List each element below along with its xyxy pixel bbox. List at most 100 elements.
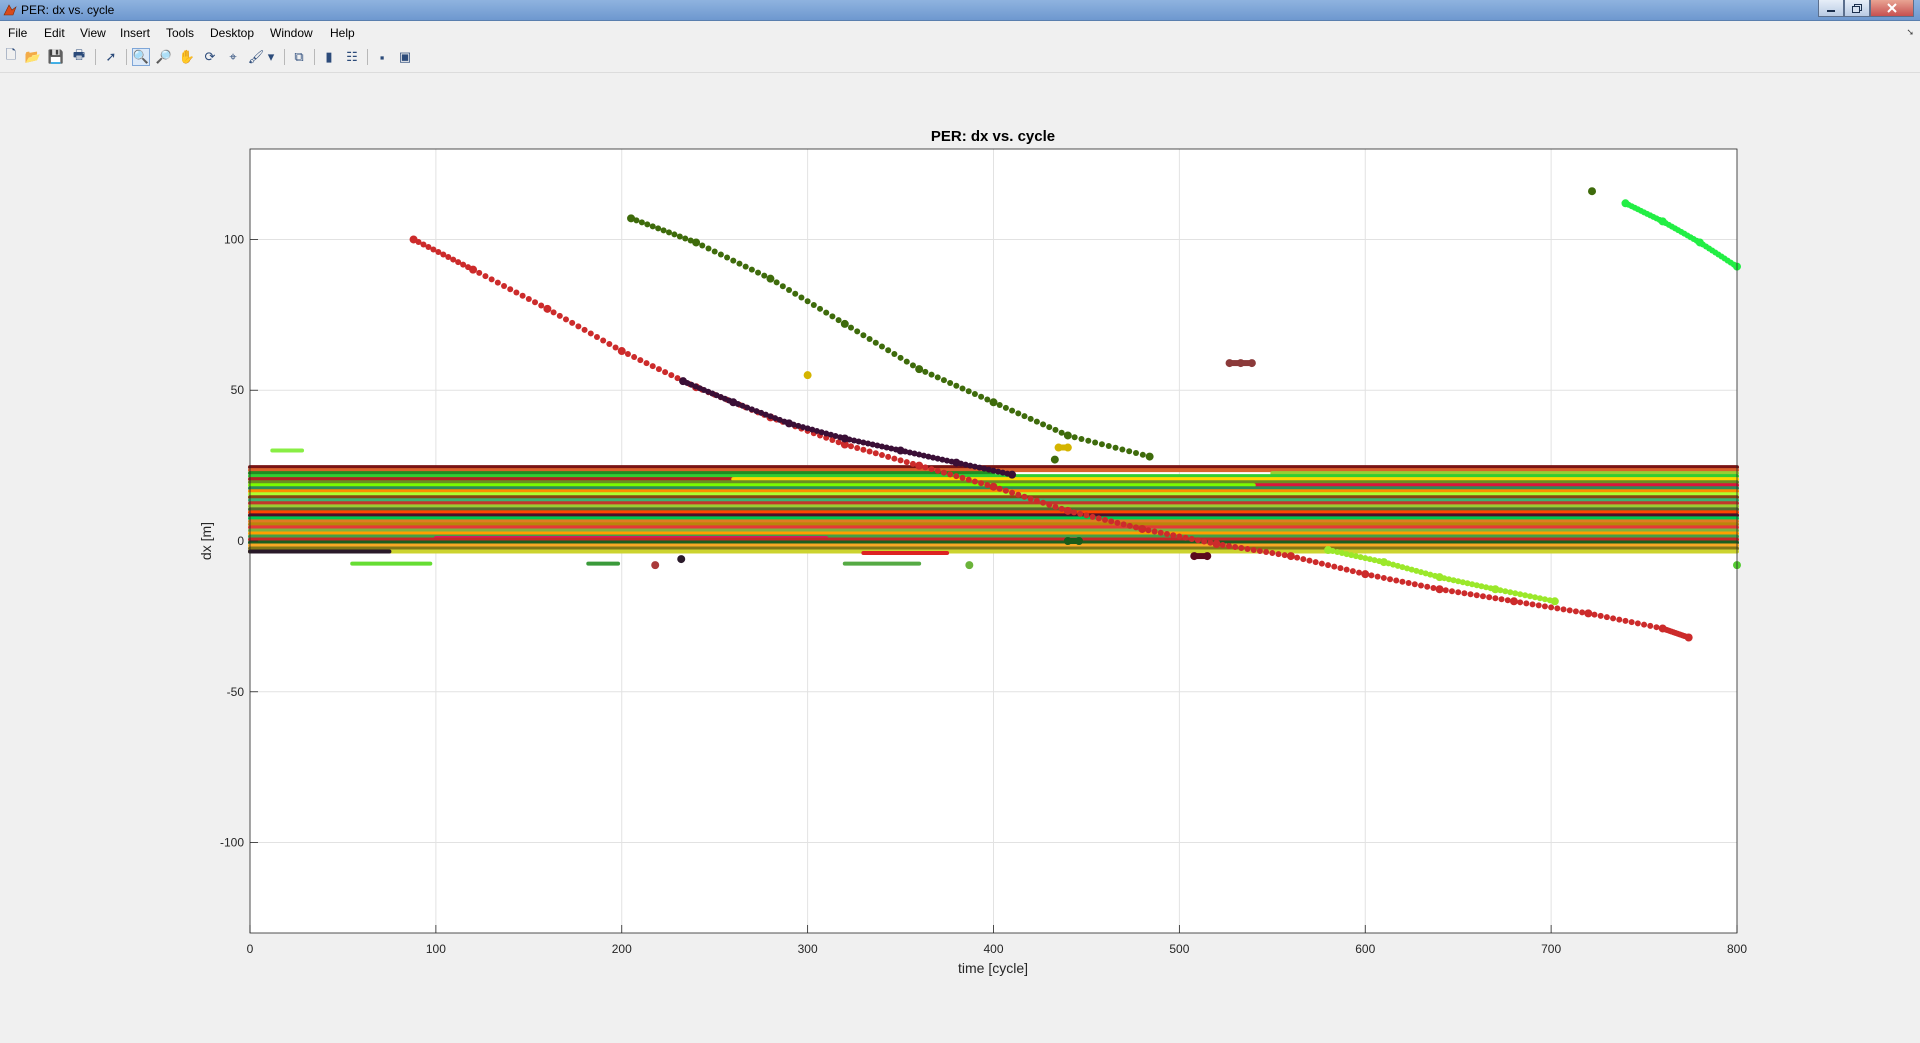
close-button[interactable] bbox=[1870, 0, 1914, 17]
restore-button[interactable] bbox=[1844, 0, 1870, 17]
minimize-icon bbox=[1827, 10, 1835, 12]
data-point bbox=[1479, 593, 1486, 600]
pan-hand-icon[interactable]: ✋ bbox=[178, 49, 196, 64]
menu-tools[interactable]: Tools bbox=[166, 26, 195, 40]
menu-view[interactable]: View bbox=[80, 26, 106, 40]
menu-window[interactable]: Window bbox=[270, 26, 313, 40]
y-tick-label: 0 bbox=[237, 534, 244, 548]
data-point bbox=[1194, 537, 1201, 544]
data-point bbox=[1120, 521, 1127, 528]
zoom-out-icon[interactable]: 🔎 bbox=[155, 49, 173, 64]
data-point bbox=[847, 443, 854, 450]
new-figure-icon[interactable]: 🗋 bbox=[5, 47, 17, 62]
x-axis-label: time [cycle] bbox=[958, 960, 1028, 976]
data-point bbox=[476, 269, 483, 276]
data-point bbox=[930, 454, 937, 461]
y-tick-label: 50 bbox=[231, 383, 245, 397]
figure-canvas: 0 100 200 300 400 500 600 700 800 -100 -50 0 50 100 … bbox=[0, 73, 1920, 1040]
print-icon[interactable]: 🖶 bbox=[72, 47, 86, 62]
y-tick-label: -100 bbox=[220, 836, 244, 850]
menu-desktop[interactable]: Desktop bbox=[210, 26, 255, 40]
menu-insert[interactable]: Insert bbox=[120, 26, 151, 40]
data-point bbox=[835, 439, 842, 446]
window-titlebar[interactable]: PER: dx vs. cycle bbox=[0, 0, 1920, 21]
data-point bbox=[869, 441, 876, 448]
brush-icon[interactable]: 🖌 bbox=[247, 49, 265, 64]
menu-edit[interactable]: Edit bbox=[44, 26, 65, 40]
edit-plot-arrow-icon[interactable]: ➚ bbox=[105, 49, 117, 64]
show-plot-tools-icon[interactable]: ▣ bbox=[398, 49, 412, 64]
y-tick-label: -50 bbox=[227, 685, 245, 699]
data-point bbox=[1532, 594, 1539, 601]
link-plot-icon[interactable]: ⧉ bbox=[294, 49, 304, 64]
data-point bbox=[978, 480, 985, 487]
data-point bbox=[766, 274, 775, 283]
data-point bbox=[885, 347, 892, 354]
data-point bbox=[866, 335, 873, 342]
data-point bbox=[1634, 620, 1641, 627]
data-point bbox=[1418, 569, 1425, 576]
open-file-icon[interactable]: 📂 bbox=[24, 49, 42, 64]
data-point bbox=[637, 357, 644, 364]
data-point bbox=[671, 231, 678, 238]
x-tick-label: 300 bbox=[798, 942, 818, 956]
restore-icon bbox=[1852, 3, 1862, 13]
data-point bbox=[617, 347, 626, 356]
data-point bbox=[655, 366, 662, 373]
data-point bbox=[755, 269, 762, 276]
data-point bbox=[818, 429, 825, 436]
data-point bbox=[1119, 446, 1126, 453]
data-point bbox=[1201, 538, 1208, 545]
rotate-3d-icon[interactable]: ⟳ bbox=[204, 49, 216, 64]
data-point bbox=[1497, 587, 1504, 594]
data-point bbox=[981, 465, 988, 472]
data-point bbox=[773, 279, 780, 286]
data-point bbox=[1145, 452, 1154, 461]
data-point bbox=[482, 273, 489, 280]
data-point bbox=[662, 369, 669, 376]
data-point bbox=[823, 434, 830, 441]
save-icon[interactable]: 💾 bbox=[47, 49, 65, 64]
dock-arrow-icon[interactable]: ➘ bbox=[1906, 27, 1914, 37]
menu-help[interactable]: Help bbox=[330, 26, 355, 40]
brush-dropdown-icon[interactable]: ▾ bbox=[267, 49, 275, 64]
data-point bbox=[1387, 576, 1394, 583]
zoom-in-icon[interactable]: 🔍 bbox=[132, 48, 150, 66]
data-point bbox=[1566, 607, 1573, 614]
data-point bbox=[1467, 591, 1474, 598]
scatter-chart[interactable]: 0 100 200 300 400 500 600 700 800 -100-50050100 … bbox=[0, 73, 1920, 1040]
data-point bbox=[817, 305, 824, 312]
menu-file[interactable]: File bbox=[8, 26, 28, 40]
data-point bbox=[643, 360, 650, 367]
data-point bbox=[430, 246, 437, 253]
data-point bbox=[1478, 583, 1485, 590]
data-cursor-icon[interactable]: ⌖ bbox=[229, 49, 237, 64]
data-point bbox=[655, 225, 662, 232]
colorbar-icon[interactable]: ▮ bbox=[325, 49, 333, 64]
data-point bbox=[1009, 407, 1016, 414]
data-point bbox=[1294, 554, 1301, 561]
hide-plot-tools-icon[interactable]: ▪ bbox=[379, 49, 385, 65]
data-point bbox=[1597, 612, 1604, 619]
legend-icon[interactable]: ☷ bbox=[346, 49, 358, 64]
minimize-button[interactable] bbox=[1818, 0, 1844, 17]
data-point bbox=[798, 294, 805, 301]
data-point bbox=[965, 476, 972, 483]
data-point bbox=[469, 265, 478, 274]
data-point bbox=[1535, 602, 1542, 609]
data-point bbox=[1050, 455, 1059, 464]
data-point bbox=[1418, 582, 1425, 589]
x-tick-label: 600 bbox=[1355, 942, 1375, 956]
data-point bbox=[866, 448, 873, 455]
data-point bbox=[829, 313, 836, 320]
data-point bbox=[996, 485, 1003, 492]
data-point bbox=[953, 382, 960, 389]
data-point bbox=[779, 283, 786, 290]
data-point bbox=[1374, 573, 1381, 580]
data-point bbox=[1021, 413, 1028, 420]
data-point bbox=[724, 254, 731, 261]
data-point bbox=[612, 344, 619, 351]
data-point bbox=[795, 422, 802, 429]
data-point bbox=[1002, 487, 1009, 494]
data-point bbox=[790, 421, 797, 428]
